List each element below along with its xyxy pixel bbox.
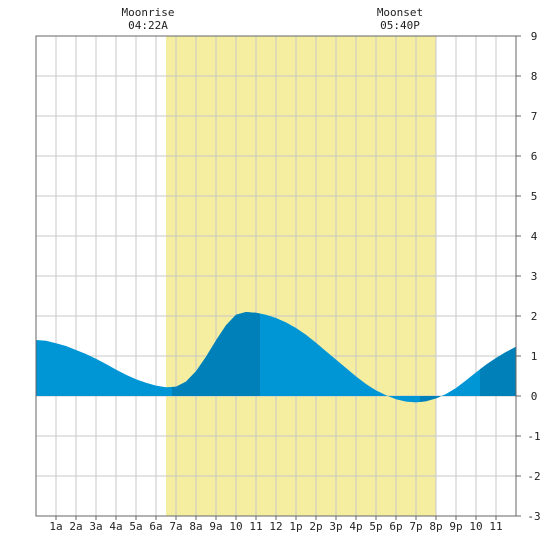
y-tick-label: 1 — [531, 350, 538, 363]
moon-event-time: 04:22A — [128, 19, 168, 32]
y-tick-label: 4 — [531, 230, 538, 243]
x-tick-label: 8p — [429, 520, 442, 533]
x-tick-label: 6a — [149, 520, 162, 533]
x-tick-label: 2p — [309, 520, 322, 533]
y-tick-label: -2 — [527, 470, 540, 483]
x-tick-label: 5a — [129, 520, 142, 533]
x-tick-label: 1a — [49, 520, 62, 533]
y-axis-ticks: -3 -2 -1 0 1 2 3 4 5 6 7 8 9 — [516, 30, 541, 523]
x-tick-label: 4p — [349, 520, 362, 533]
x-tick-label: 6p — [389, 520, 402, 533]
x-tick-label: 9p — [449, 520, 462, 533]
x-tick-label: 2a — [69, 520, 82, 533]
x-tick-label: 4a — [109, 520, 122, 533]
y-tick-label: -1 — [527, 430, 540, 443]
y-tick-label: 7 — [531, 110, 538, 123]
grid-lines — [36, 36, 516, 516]
x-tick-label: 8a — [189, 520, 202, 533]
x-tick-label: 3p — [329, 520, 342, 533]
y-tick-label: 6 — [531, 150, 538, 163]
x-tick-label: 1p — [289, 520, 302, 533]
x-tick-label: 12 — [269, 520, 282, 533]
y-tick-label: -3 — [527, 510, 540, 523]
y-tick-label: 9 — [531, 30, 538, 43]
moon-event-label: Moonset — [377, 6, 423, 19]
y-tick-label: 3 — [531, 270, 538, 283]
y-tick-label: 2 — [531, 310, 538, 323]
x-tick-label: 11 — [489, 520, 502, 533]
y-tick-label: 5 — [531, 190, 538, 203]
moon-event-label: Moonrise — [122, 6, 175, 19]
x-tick-label: 11 — [249, 520, 262, 533]
x-tick-label: 3a — [89, 520, 102, 533]
y-tick-label: 0 — [531, 390, 538, 403]
x-tick-label: 10 — [469, 520, 482, 533]
x-axis-ticks: 1a 2a 3a 4a 5a 6a 7a 8a 9a 10 11 12 1p 2p 3p 4p 5p 6p 7p 8p… — [49, 516, 503, 533]
x-tick-label: 7p — [409, 520, 422, 533]
x-tick-label: 7a — [169, 520, 182, 533]
moon-event-time: 05:40P — [380, 19, 420, 32]
x-tick-label: 10 — [229, 520, 242, 533]
tide-area — [36, 312, 516, 403]
y-tick-label: 8 — [531, 70, 538, 83]
x-tick-label: 5p — [369, 520, 382, 533]
x-tick-label: 9a — [209, 520, 222, 533]
